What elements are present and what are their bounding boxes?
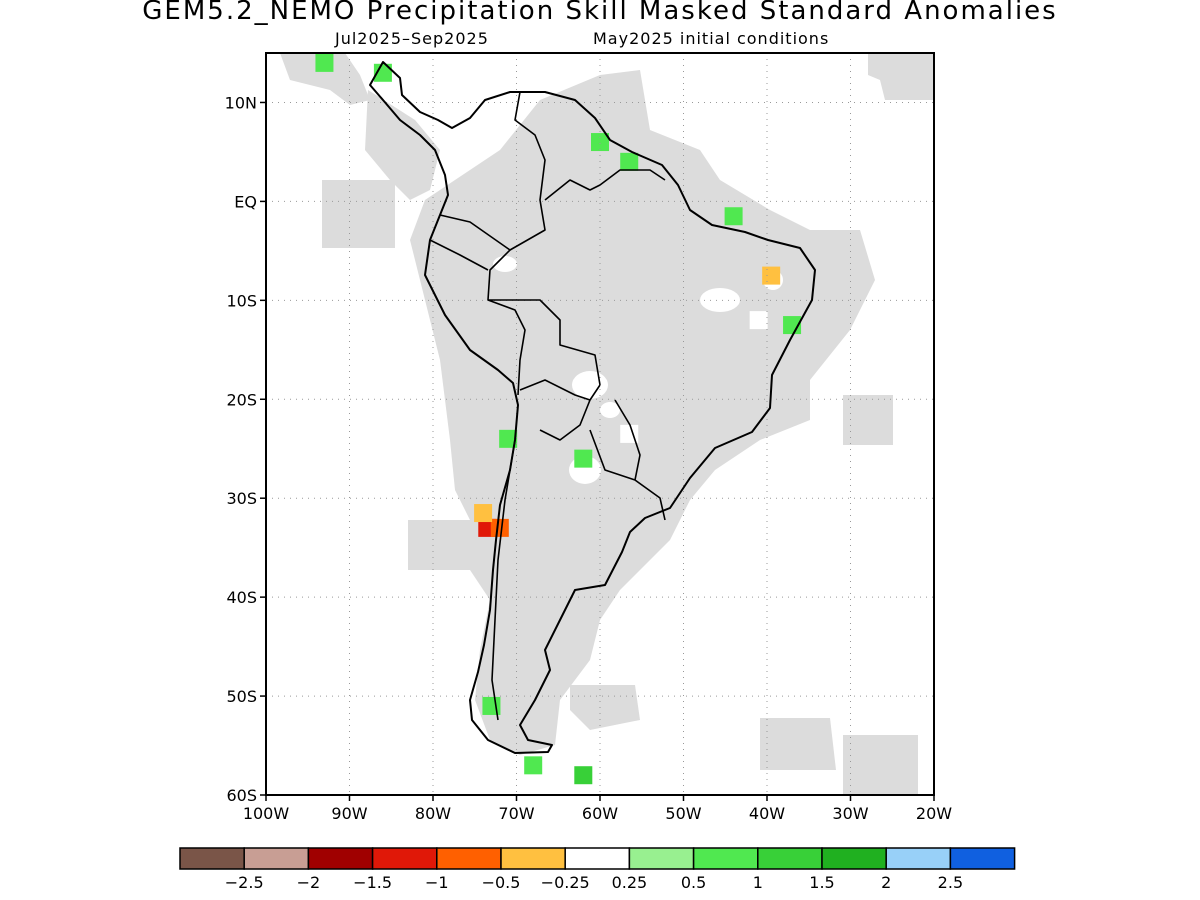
masked-region [365, 90, 440, 200]
map-title: GEM5.2_NEMO Precipitation Skill Masked S… [142, 0, 1058, 26]
colorbar-label: 2.5 [938, 873, 963, 892]
colorbar-label: −1 [425, 873, 449, 892]
anomaly-patch [762, 266, 781, 285]
anomaly-patch [482, 696, 501, 715]
lon-tick-label: 40W [749, 804, 785, 823]
masked-region [322, 180, 395, 248]
colorbar-swatch [243, 847, 310, 870]
lat-tick-label: 30S [226, 489, 257, 508]
lat-tick-label: 10N [225, 93, 257, 112]
lat-tick-label: 10S [226, 291, 257, 310]
masked-region [408, 520, 478, 570]
colorbar-label: −0.25 [541, 873, 590, 892]
colorbar-swatch [949, 847, 1016, 870]
colorbar-label: −2 [297, 873, 321, 892]
lon-tick-label: 20W [916, 804, 952, 823]
colorbar-label: 0.25 [612, 873, 648, 892]
lon-tick-label: 60W [582, 804, 618, 823]
colorbar-swatch [821, 847, 887, 870]
masked-region [868, 53, 934, 100]
colorbar-label: −0.5 [482, 873, 521, 892]
colorbar-swatch [564, 847, 631, 870]
anomaly-patch [724, 207, 743, 226]
initial-conditions-label: May2025 initial conditions [593, 29, 830, 48]
anomaly-patch [574, 449, 593, 468]
skill-mask-layer [280, 53, 934, 795]
lon-tick-label: 50W [665, 804, 701, 823]
colorbar-label: −1.5 [353, 873, 392, 892]
colorbar-swatch [757, 847, 823, 870]
colorbar: −2.5 −2 −1.5 −1 −0.5 −0.25 0.25 0.5 1 1.5 2 2.5 [179, 847, 1016, 892]
no-skill-region [700, 288, 740, 312]
no-skill-region [600, 402, 620, 418]
anomaly-patch [749, 311, 768, 330]
colorbar-swatch [307, 847, 374, 870]
anomaly-patch [315, 53, 334, 72]
lon-tick-label: 70W [498, 804, 534, 823]
lat-tick-label: 50S [226, 687, 257, 706]
latitude-tick-labels: 10N EQ 10S 20S 30S 40S 50S 60S [225, 93, 266, 805]
colorbar-swatch [692, 847, 759, 870]
colorbar-swatch [628, 847, 695, 870]
anomaly-patch [524, 756, 543, 775]
lon-tick-label: 30W [832, 804, 868, 823]
lat-tick-label: 20S [226, 390, 257, 409]
masked-region [843, 395, 893, 445]
colorbar-swatch [436, 847, 502, 870]
masked-region [570, 685, 640, 730]
colorbar-label: −2.5 [225, 873, 264, 892]
masked-region [410, 70, 875, 755]
colorbar-swatch [179, 847, 245, 870]
colorbar-swatch [371, 847, 438, 870]
masked-region [843, 735, 918, 795]
longitude-tick-labels: 100W 90W 80W 70W 60W 50W 40W 30W 20W [243, 795, 952, 823]
south-america-coastline [369, 61, 816, 754]
lat-tick-label: EQ [234, 192, 257, 211]
anomaly-patch [574, 766, 593, 785]
colorbar-label: 1 [753, 873, 763, 892]
colorbar-swatch [885, 847, 952, 870]
grid-lines [266, 53, 934, 795]
anomaly-patch [490, 518, 509, 537]
lon-tick-label: 100W [243, 804, 290, 823]
lon-tick-label: 90W [331, 804, 367, 823]
colorbar-label: 1.5 [809, 873, 834, 892]
colorbar-label: 2 [881, 873, 891, 892]
colorbar-label: 0.5 [681, 873, 706, 892]
lat-tick-label: 40S [226, 588, 257, 607]
masked-region [760, 718, 836, 770]
country-borders [429, 91, 666, 721]
anomaly-patch [591, 133, 609, 152]
lat-tick-label: 60S [226, 786, 257, 805]
colorbar-swatch [500, 847, 566, 870]
anomaly-patch [620, 152, 639, 171]
no-skill-region [572, 371, 608, 399]
anomaly-patch [474, 504, 493, 523]
forecast-period: Jul2025–Sep2025 [335, 29, 489, 48]
masked-region [280, 53, 370, 105]
lon-tick-label: 80W [415, 804, 451, 823]
anomaly-patch [499, 429, 518, 448]
